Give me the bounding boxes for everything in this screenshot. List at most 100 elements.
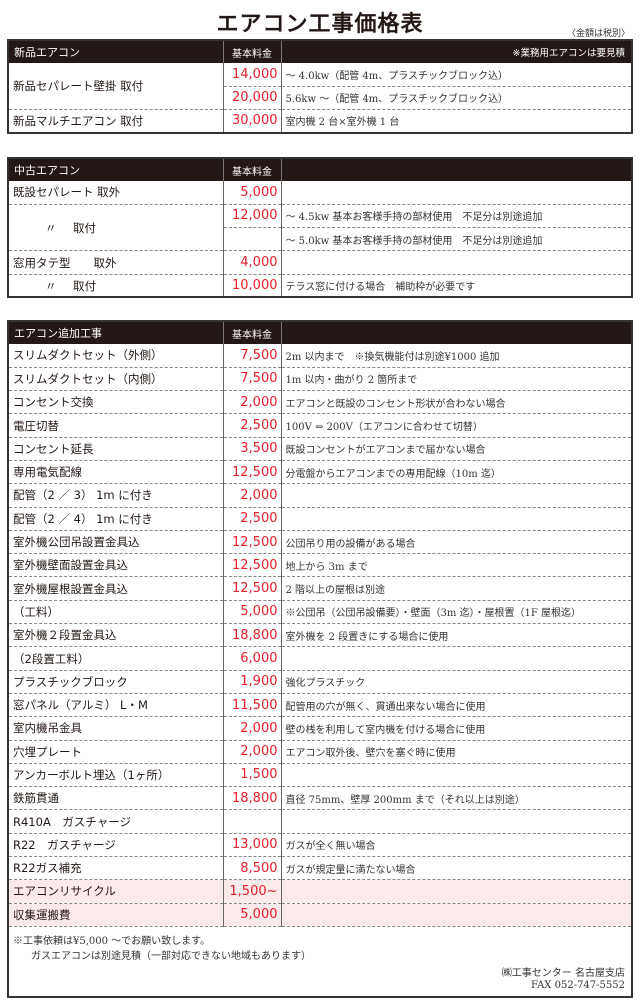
table-row: 室外機２段置金具込 18,800 室外機を 2 段置きにする場合に使用	[8, 623, 632, 648]
fax-number: FAX 052-747-5552	[531, 980, 625, 991]
table-row: ～ 5.0kw 基本お客様手持の部材使用 不足分は別途追加	[8, 227, 632, 252]
header-blank	[281, 158, 633, 181]
table-row: R22ガス補充 8,500 ガスが規定量に満たない場合	[8, 856, 632, 881]
item-price: 2,000	[223, 716, 282, 741]
table-row: 室外機屋根設置金具込 12,500 2 階以上の屋根は別途	[8, 576, 632, 601]
ditto-mark: 〃	[45, 220, 57, 235]
item-price: 18,800	[223, 786, 282, 811]
item-desc: ガスが全く無い場合	[281, 833, 632, 858]
item-price: 2,000	[223, 483, 282, 508]
table-header: エアコン追加工事 基本料金	[8, 321, 633, 344]
item-desc: 100V ⇔ 200V（エアコンに合わせて切替）	[281, 413, 632, 438]
item-price: 7,500	[223, 344, 282, 368]
item-price: 2,000	[223, 390, 282, 415]
price-header: 基本料金	[223, 40, 282, 63]
item-price: 6,000	[223, 646, 282, 671]
item-desc: 5.6kw ～（配管 4m、プラスチックブロック込）	[281, 86, 632, 111]
table-row: 専用電気配線 12,500 分電盤からエアコンまでの専用配線（10m 迄）	[8, 460, 632, 485]
table-row: 新品セパレート壁掛 取付 14,000 ～ 4.0kw（配管 4m、プラスチック…	[8, 63, 632, 111]
item-label: （工料）	[8, 600, 224, 625]
item-label: エアコンリサイクル	[8, 879, 224, 904]
footer: ※工事依頼は¥5,000 ～でお願い致します。 ガスエアコンは別途見積（一部対応…	[7, 926, 633, 998]
page-title: エアコン工事価格表	[216, 12, 424, 37]
item-label: スリムダクトセット（外側）	[8, 344, 224, 368]
item-desc: 壁の桟を利用して室内機を付ける場合に使用	[281, 716, 632, 741]
table-row: 室外機公団吊設置金具込 12,500 公団吊り用の設備がある場合	[8, 530, 632, 555]
item-label: 室外機屋根設置金具込	[8, 576, 224, 601]
table-row: プラスチックブロック 1,900 強化プラスチック	[8, 670, 632, 694]
item-desc	[281, 483, 632, 508]
table-row: 収集運搬費 5,000	[8, 903, 632, 927]
item-desc	[281, 763, 632, 788]
table-row: 配管（2 ／ 3） 1m に付き 2,000	[8, 483, 632, 508]
item-label: R22 ガスチャージ	[8, 833, 224, 858]
item-label: プラスチックブロック	[8, 670, 224, 694]
item-desc: 室外機を 2 段置きにする場合に使用	[281, 623, 632, 648]
item-price: 12,500	[223, 530, 282, 555]
item-label-text: 取付	[73, 220, 96, 235]
item-label: 窓用タテ型 取外	[8, 250, 224, 275]
table-row: 電圧切替 2,500 100V ⇔ 200V（エアコンに合わせて切替）	[8, 413, 632, 438]
item-price: 1,900	[223, 670, 282, 694]
item-price: 8,500	[223, 856, 282, 881]
item-label: 新品マルチエアコン 取付	[8, 109, 224, 133]
item-desc	[281, 250, 632, 275]
item-label: 室外機公団吊設置金具込	[8, 530, 224, 555]
table-header: 新品エアコン 基本料金 ※業務用エアコンは要見積	[8, 40, 633, 63]
item-price: 4,000	[223, 250, 282, 275]
item-desc: 公団吊り用の設備がある場合	[281, 530, 632, 555]
table-row: アンカーボルト埋込（1ヶ所） 1,500	[8, 763, 632, 788]
item-label: 〃 取付	[8, 274, 224, 298]
item-desc	[281, 879, 632, 904]
item-desc: 室内機 2 台×室外機 1 台	[285, 117, 400, 129]
table-row: 窓用タテ型 取外 4,000	[8, 250, 632, 275]
item-label: スリムダクトセット（内側）	[8, 367, 224, 392]
item-desc: 2m 以内まで ※換気機能付は別途¥1000 追加	[281, 344, 632, 368]
item-desc: ガスが規定量に満たない場合	[281, 856, 632, 881]
item-price: 14,000	[223, 63, 282, 87]
item-label: コンセント交換	[8, 390, 224, 415]
table-row: スリムダクトセット（外側） 7,500 2m 以内まで ※換気機能付は別途¥1000…	[8, 344, 632, 368]
item-label: 穴埋プレート	[8, 740, 224, 764]
item-price: 12,500	[223, 460, 282, 485]
ditto-mark: 〃	[45, 278, 57, 293]
item-label: R410A ガスチャージ	[8, 809, 224, 834]
table-row: コンセント交換 2,000 エアコンと既設のコンセント形状が合わない場合	[8, 390, 632, 415]
item-price: 5,000	[223, 903, 282, 927]
table-row: エアコンリサイクル 1,500~	[8, 879, 632, 904]
item-desc: 分電盤からエアコンまでの専用配線（10m 迄）	[281, 460, 632, 485]
tax-note: 〈金額は税別〉	[566, 29, 630, 39]
item-desc	[281, 809, 632, 834]
item-price: 12,500	[223, 553, 282, 578]
item-label: 室内機吊金具	[8, 716, 224, 741]
item-desc: 配管用の穴が無く、貫通出来ない場合に使用	[281, 693, 632, 718]
section-title: 新品エアコン	[8, 40, 224, 63]
item-desc: エアコンと既設のコンセント形状が合わない場合	[281, 390, 632, 415]
footer-note: ガスエアコンは別途見積（一部対応できない地域もあります）	[31, 951, 311, 962]
item-desc	[281, 507, 632, 531]
item-price: 12,000	[223, 204, 282, 229]
item-price: 7,500	[223, 367, 282, 392]
table-row: 既設セパレート 取外 5,000	[8, 181, 632, 205]
table-row: R22 ガスチャージ 13,000 ガスが全く無い場合	[8, 833, 632, 858]
table-row: 〃 取付 10,000 テラス窓に付ける場合 補助枠が必要です	[8, 274, 632, 298]
price-header: 基本料金	[223, 158, 282, 181]
item-price: 1,500	[223, 763, 282, 788]
table-row: （2段置工料） 6,000	[8, 646, 632, 671]
item-label: 収集運搬費	[8, 903, 224, 927]
item-desc: ※公団吊（公団吊設備要）・壁面（3m 迄）・屋根置（1F 屋根迄）	[281, 600, 632, 625]
item-desc: 地上から 3m まで	[281, 553, 632, 578]
item-label: （2段置工料）	[8, 646, 224, 671]
table-row: 室内機吊金具 2,000 壁の桟を利用して室内機を付ける場合に使用	[8, 716, 632, 741]
item-desc	[281, 903, 632, 927]
price-header: 基本料金	[223, 321, 282, 344]
used-aircon-table: 中古エアコン 基本料金 既設セパレート 取外 5,000 〃 取付 12,000 …	[7, 157, 633, 299]
item-label-text: 取付	[73, 278, 96, 293]
item-price: 18,800	[223, 623, 282, 648]
item-price: 11,500	[223, 693, 282, 718]
item-price: 3,500	[223, 437, 282, 461]
item-label: 配管（2 ／ 4） 1m に付き	[8, 507, 224, 531]
item-price	[223, 227, 282, 252]
table-row: 20,000 5.6kw ～（配管 4m、プラスチックブロック込）	[8, 86, 632, 111]
item-label: アンカーボルト埋込（1ヶ所）	[8, 763, 224, 788]
